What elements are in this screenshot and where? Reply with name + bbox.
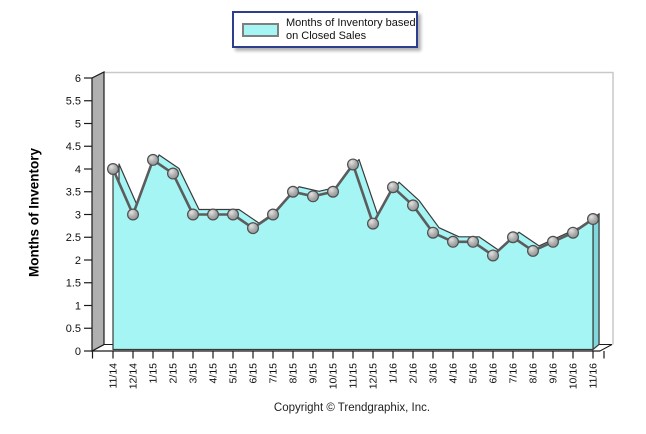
data-point-marker bbox=[387, 181, 400, 194]
x-tick-label: 2/16 bbox=[408, 363, 420, 384]
data-point-marker bbox=[367, 217, 380, 230]
legend-swatch-area-series bbox=[242, 22, 279, 37]
x-tick-label: 3/16 bbox=[428, 363, 440, 384]
data-point-marker bbox=[347, 158, 360, 171]
x-tick-label: 2/15 bbox=[168, 363, 180, 384]
x-tick-label: 10/16 bbox=[568, 363, 580, 389]
plot-frame bbox=[104, 71, 614, 345]
wall-3d bbox=[91, 71, 105, 353]
area-series-side bbox=[592, 212, 600, 351]
legend-label-line1: Months of Inventory based bbox=[286, 17, 416, 29]
x-tick-label: 10/15 bbox=[328, 363, 340, 389]
y-tick-label: 4.5 bbox=[66, 141, 81, 153]
legend-label-line2: on Closed Sales bbox=[286, 29, 367, 42]
y-tick-label: 1.5 bbox=[66, 278, 81, 290]
data-point-marker bbox=[427, 226, 440, 239]
y-tick-label: 5 bbox=[75, 118, 81, 130]
x-tick-label: 11/15 bbox=[348, 363, 360, 389]
data-point-marker bbox=[307, 190, 320, 203]
data-point-marker bbox=[227, 208, 240, 221]
x-tick-label: 9/16 bbox=[548, 363, 560, 384]
legend-label: Months of Inventory based on Closed Sale… bbox=[286, 17, 416, 42]
x-tick-label: 12/15 bbox=[368, 363, 380, 389]
data-point-marker bbox=[147, 153, 160, 166]
data-point-marker bbox=[507, 231, 520, 244]
x-tick-label: 9/15 bbox=[308, 363, 320, 384]
data-point-marker bbox=[586, 213, 599, 226]
x-tick-label: 11/14 bbox=[108, 363, 120, 389]
x-tick-label: 5/16 bbox=[468, 363, 480, 384]
data-point-marker bbox=[407, 199, 420, 212]
data-point-marker bbox=[287, 185, 300, 198]
data-point-marker bbox=[546, 235, 559, 248]
x-tick-label: 4/15 bbox=[208, 363, 220, 384]
x-tick-label: 3/15 bbox=[188, 363, 200, 384]
y-tick-label: 0 bbox=[75, 346, 81, 358]
x-tick-label: 5/15 bbox=[228, 363, 240, 384]
x-tick-label: 6/16 bbox=[488, 363, 500, 384]
data-point-marker bbox=[247, 222, 260, 235]
y-tick-label: 6 bbox=[75, 73, 81, 85]
y-tick-label: 3.5 bbox=[66, 187, 81, 199]
data-point-marker bbox=[267, 208, 280, 221]
y-tick-label: 0.5 bbox=[66, 323, 81, 335]
x-tick-label: 7/16 bbox=[508, 363, 520, 384]
x-tick-label: 8/16 bbox=[528, 363, 540, 384]
data-point-marker bbox=[566, 226, 579, 239]
data-point-marker bbox=[126, 208, 139, 221]
data-point-marker bbox=[327, 185, 340, 198]
data-point-marker bbox=[487, 249, 500, 262]
x-tick-label: 1/16 bbox=[388, 363, 400, 384]
data-point-marker bbox=[187, 208, 200, 221]
data-point-marker bbox=[526, 244, 539, 257]
y-tick-label: 5.5 bbox=[66, 96, 81, 108]
data-point-marker bbox=[447, 235, 460, 248]
x-tick-label: 11/16 bbox=[588, 363, 600, 389]
y-tick-label: 2.5 bbox=[66, 232, 81, 244]
x-tick-label: 6/15 bbox=[248, 363, 260, 384]
x-tick-label: 8/15 bbox=[288, 363, 300, 384]
data-point-marker bbox=[167, 167, 180, 180]
x-tick-label: 1/15 bbox=[148, 363, 160, 384]
data-point-marker bbox=[467, 235, 480, 248]
chart-legend: Months of Inventory based on Closed Sale… bbox=[232, 11, 418, 48]
x-tick-label: 12/14 bbox=[128, 363, 140, 389]
data-point-marker bbox=[106, 163, 119, 176]
data-point-marker bbox=[207, 208, 220, 221]
copyright-text: Copyright © Trendgraphix, Inc. bbox=[273, 402, 431, 414]
x-tick-label: 7/15 bbox=[268, 363, 280, 384]
y-tick-label: 2 bbox=[75, 255, 81, 267]
y-tick-label: 3 bbox=[75, 209, 81, 221]
y-tick-label: 1 bbox=[75, 300, 81, 312]
x-tick-label: 4/16 bbox=[448, 363, 460, 384]
y-tick-label: 4 bbox=[75, 164, 81, 176]
